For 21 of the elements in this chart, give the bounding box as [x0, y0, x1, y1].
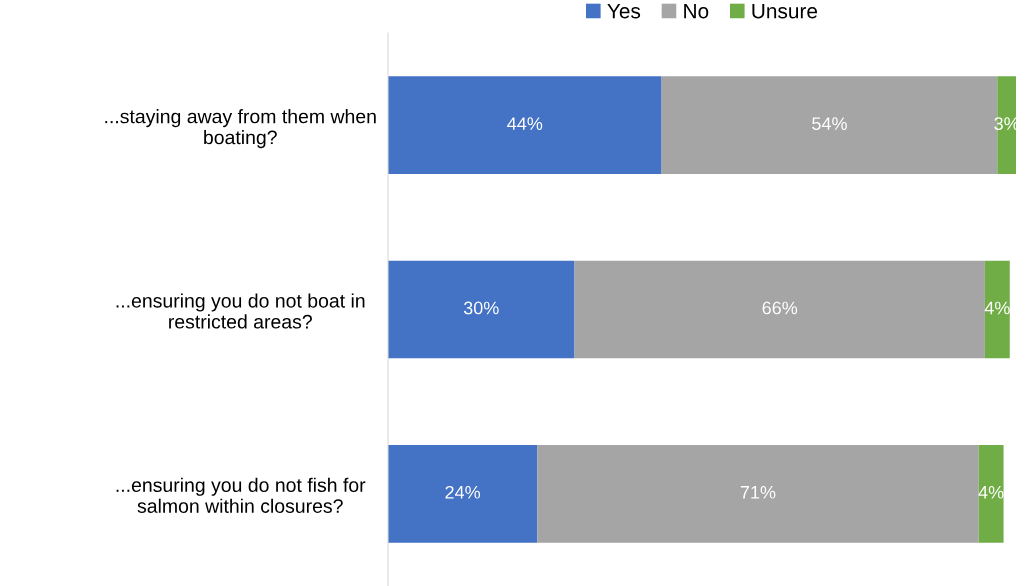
y-tick-label: ...ensuring you do not boat in restricted areas? — [116, 293, 365, 329]
data-label: 4% — [984, 301, 1010, 315]
bar — [537, 444, 979, 543]
legend-label: Yes — [607, 3, 641, 19]
data-label: 44% — [507, 117, 543, 130]
data-label: 54% — [812, 117, 847, 131]
legend-label: Unsure — [752, 3, 818, 19]
data-label: 66% — [762, 301, 798, 315]
data-label: 30% — [463, 301, 499, 315]
bar — [984, 260, 1010, 359]
bar — [388, 444, 538, 543]
bar — [574, 260, 985, 359]
data-label: 4% — [978, 485, 1004, 499]
y-tick-label: ...ensuring you do not fish for salmon within closures? — [116, 477, 366, 513]
y-tick-label: ...staying away from them when boating? — [105, 109, 376, 149]
data-label: 24% — [445, 485, 481, 499]
bar — [388, 76, 662, 175]
bar — [978, 444, 1004, 543]
bar — [388, 260, 575, 359]
data-label: 71% — [740, 485, 776, 499]
legend-label: No — [684, 3, 709, 19]
